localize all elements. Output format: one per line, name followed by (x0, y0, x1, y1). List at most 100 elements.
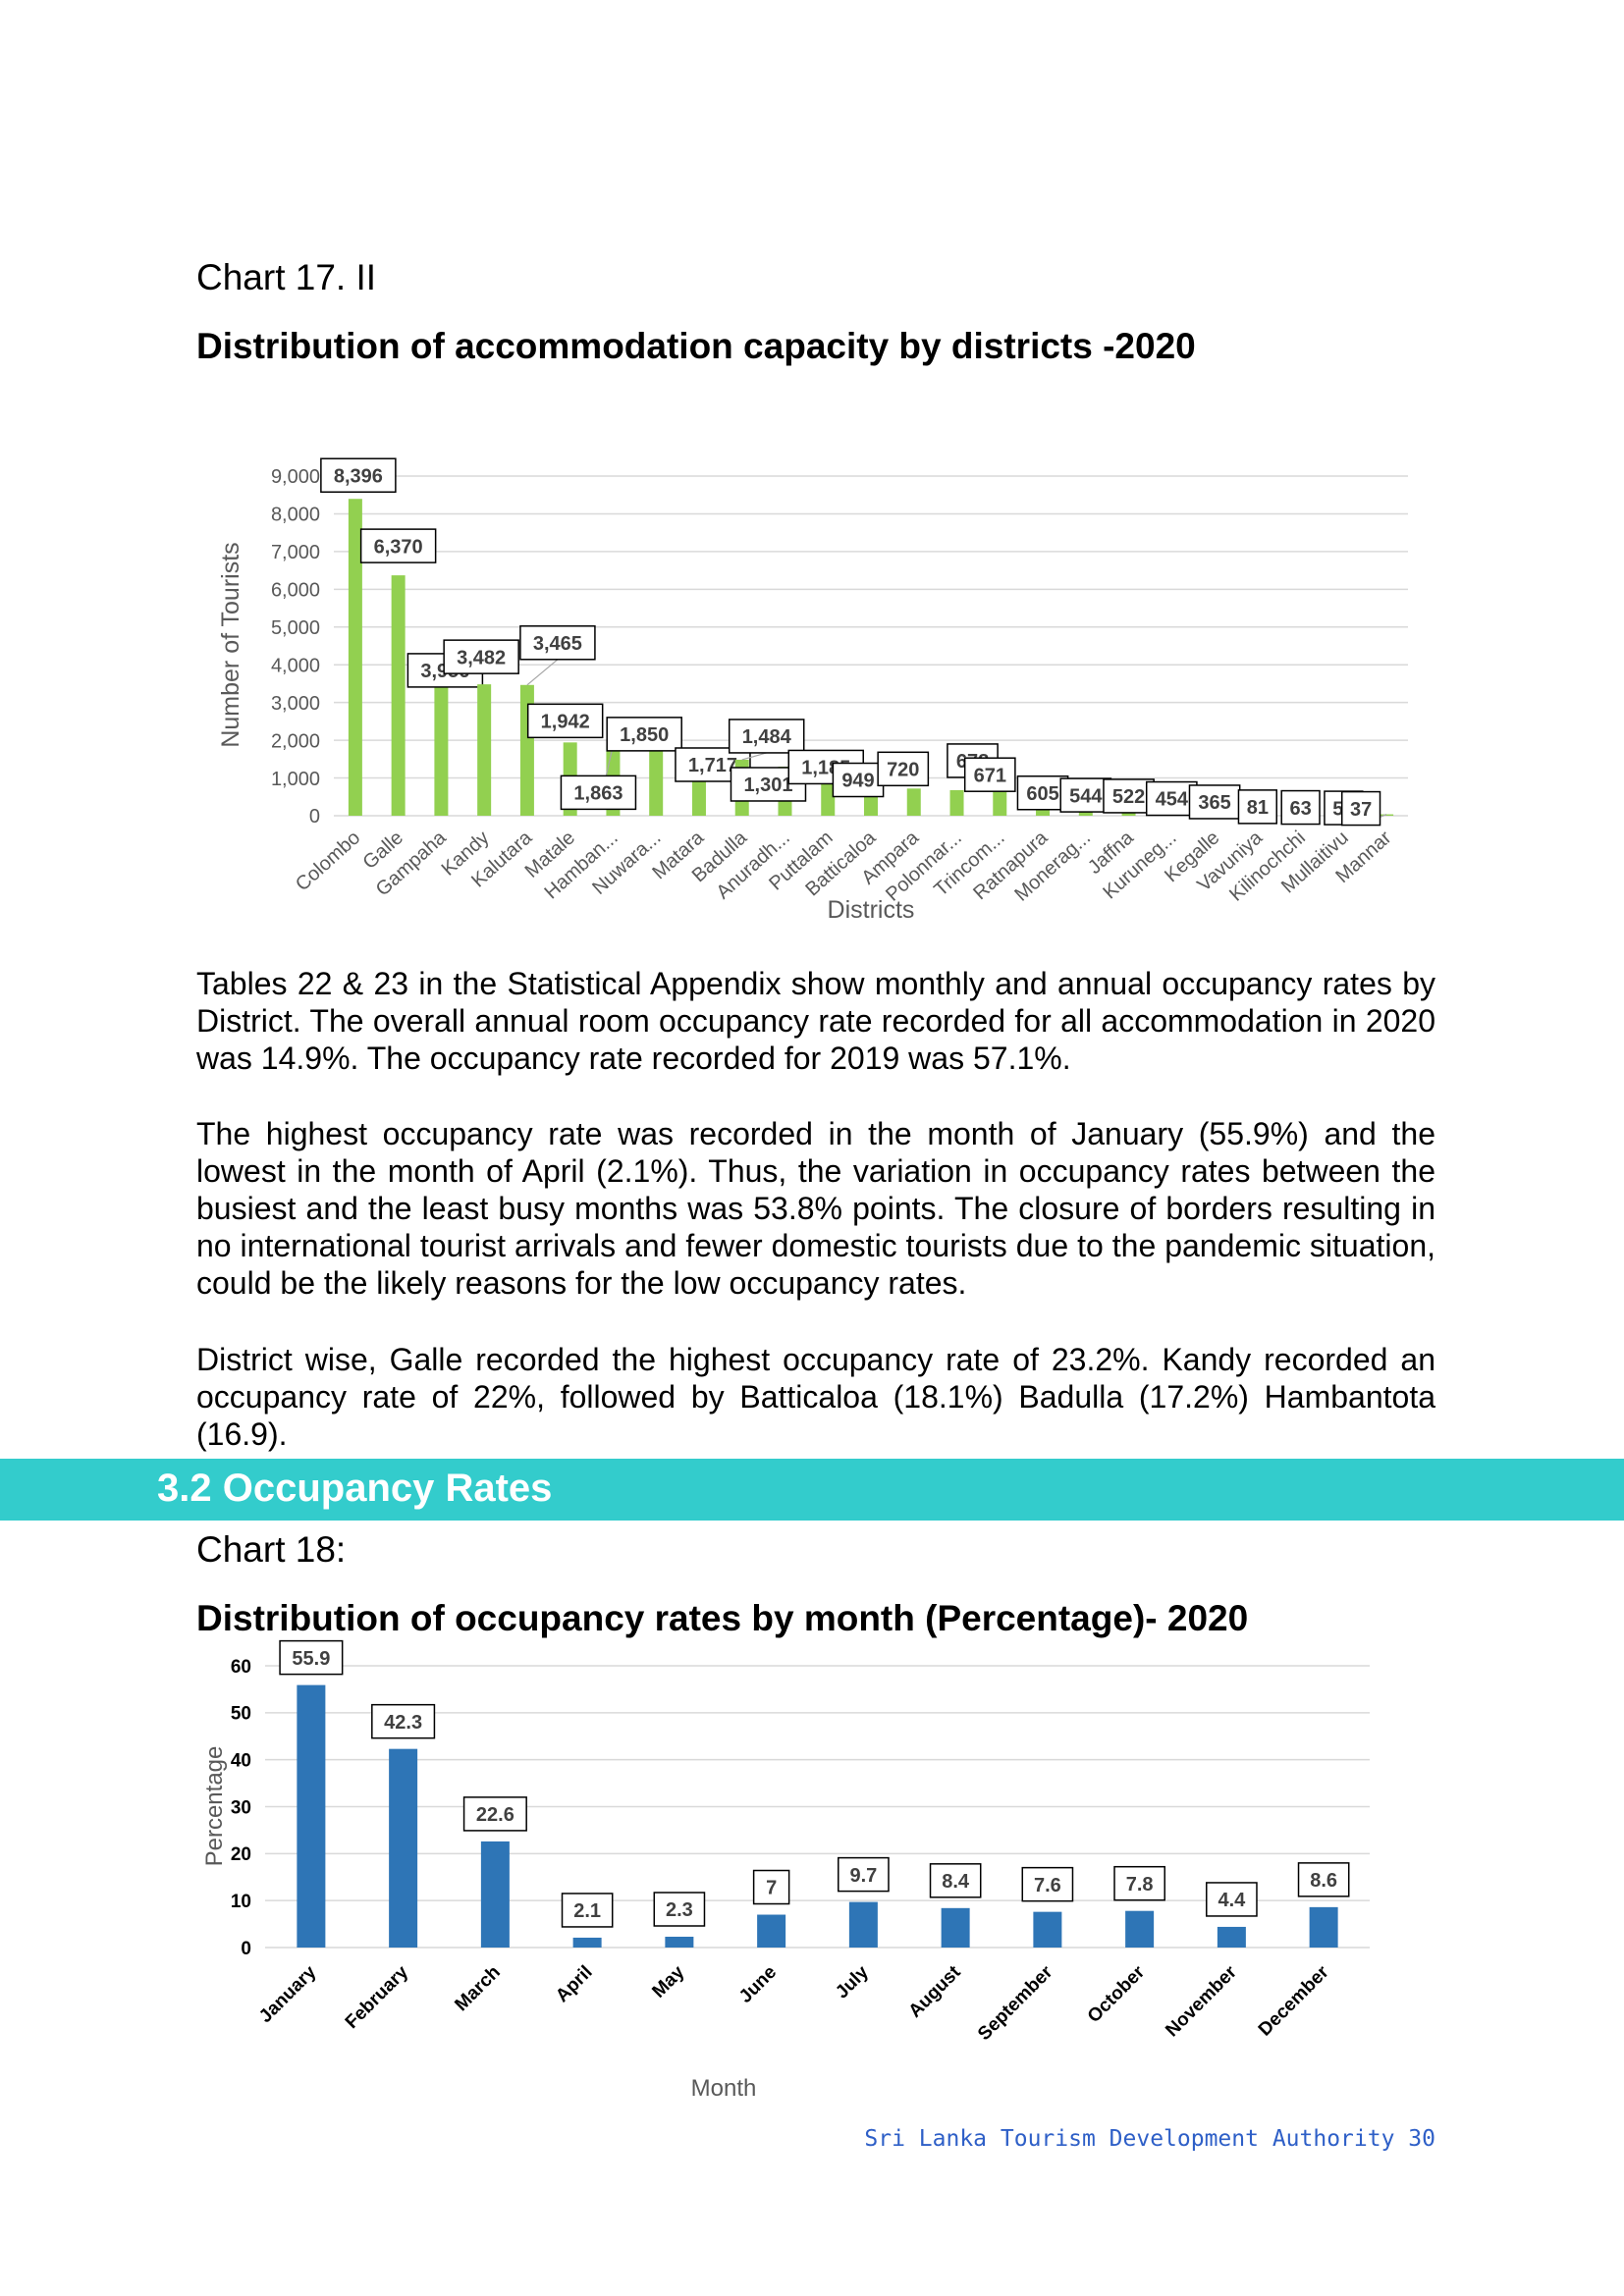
data-label-box (728, 719, 805, 754)
bar (389, 1748, 418, 1948)
bar (757, 1914, 786, 1948)
category-label: August (905, 1961, 966, 2022)
data-label: 1,942 (541, 712, 590, 733)
data-label-box (359, 528, 437, 563)
category-label: December (1255, 1961, 1333, 2040)
data-label: 3,482 (457, 647, 506, 668)
category-label: May (648, 1961, 688, 2002)
data-label-box (1059, 777, 1112, 813)
data-label-box (1237, 789, 1277, 825)
district-capacity-chart: 0 1,000 2,000 3,000 4,000 5,000 6,000 7,000 8,00… (217, 457, 1408, 924)
paragraph-occupancy-district: District wise, Galle recorded the highes… (196, 1342, 1435, 1452)
y-tick-label: 6,000 (271, 580, 320, 602)
bar (1309, 1906, 1338, 1948)
data-label: 8.6 (1310, 1870, 1337, 1892)
data-label-box (560, 774, 637, 811)
category-label: July (832, 1961, 873, 2002)
data-label: 1,850 (620, 724, 669, 746)
data-label-box (1016, 774, 1069, 811)
data-label: 544 (1069, 785, 1103, 807)
data-label-box (877, 751, 930, 787)
bar (391, 575, 406, 816)
data-label-box (1103, 778, 1155, 814)
chart-18-title: Distribution of occupancy rates by month… (196, 1598, 1249, 1638)
y-tick-label: 1,000 (271, 769, 320, 790)
bar (297, 1684, 326, 1948)
data-label: 1,484 (742, 726, 792, 748)
bar (1217, 1926, 1246, 1948)
data-label-box (1113, 1865, 1165, 1901)
category-label: October (1084, 1961, 1150, 2027)
y-axis-title: Percentage (201, 1746, 228, 1867)
data-label: 522 (1112, 786, 1145, 808)
data-label: 37 (1350, 799, 1372, 821)
data-label-box (1297, 1862, 1350, 1897)
data-label: 9.7 (849, 1865, 877, 1887)
data-label: 55.9 (292, 1648, 330, 1670)
data-label-box (653, 1892, 706, 1927)
data-label-box (1280, 789, 1321, 826)
data-label: 8.4 (942, 1871, 970, 1893)
data-label: 949 (841, 771, 874, 792)
footer-text: Sri Lanka Tourism Development Authority … (864, 2126, 1435, 2152)
data-label-box (606, 717, 682, 752)
section-heading: 3.2 Occupancy Rates (157, 1467, 553, 1510)
data-label: 42.3 (384, 1712, 422, 1734)
leader-line (741, 752, 767, 761)
bar (941, 1907, 970, 1948)
data-label-box (561, 1893, 614, 1928)
data-label: 671 (974, 765, 1006, 786)
category-label: April (552, 1962, 596, 2006)
data-label: 365 (1198, 792, 1230, 814)
chart-17-label: Chart 17. II (196, 257, 377, 297)
monthly-occupancy-chart: 0 10 20 30 40 50 60 55.9 January 42.3 February 22.6… (201, 1639, 1370, 2102)
data-label-box (963, 757, 1016, 792)
data-label-box (1340, 790, 1381, 827)
data-label-box (371, 1703, 436, 1739)
data-label: 605 (1026, 783, 1058, 805)
chart-17-title: Distribution of accommodation capacity b… (196, 326, 1196, 366)
bar (477, 684, 492, 816)
bar (1125, 1910, 1155, 1948)
data-label: 3,465 (533, 633, 582, 655)
data-label-box (1206, 1882, 1258, 1917)
bar (348, 499, 362, 816)
category-label: January (255, 1961, 321, 2027)
bar (434, 666, 449, 816)
data-label: 4.4 (1218, 1890, 1246, 1911)
category-label: February (342, 1961, 413, 2033)
category-label: March (451, 1962, 504, 2015)
category-label: June (735, 1962, 781, 2007)
y-tick-label: 20 (231, 1844, 251, 1865)
data-label-box (519, 625, 596, 661)
data-label: 1,301 (743, 774, 792, 796)
data-label: 7 (766, 1878, 777, 1899)
y-axis-title: Number of Tourists (217, 542, 244, 747)
category-label: September (974, 1961, 1057, 2045)
bar (649, 745, 664, 816)
bar (572, 1937, 602, 1948)
bar (480, 1841, 510, 1948)
data-label: 7.8 (1126, 1874, 1154, 1896)
chart-18-label: Chart 18: (196, 1529, 347, 1570)
data-label: 8,396 (334, 465, 383, 487)
category-label: November (1162, 1961, 1241, 2041)
data-label-box (526, 703, 604, 739)
data-label-box (838, 1856, 890, 1893)
y-tick-label: 3,000 (271, 693, 320, 715)
y-tick-label: 5,000 (271, 617, 320, 639)
data-label: 2.1 (573, 1900, 601, 1922)
data-label-box (1021, 1866, 1074, 1902)
bar (1033, 1911, 1062, 1948)
y-tick-label: 30 (231, 1797, 251, 1818)
x-axis-title: Month (691, 2075, 757, 2102)
section-heading-band: 3.2 Occupancy Rates (0, 1459, 1624, 1521)
leader-line (526, 659, 559, 686)
data-label-box (443, 639, 519, 674)
y-tick-label: 40 (231, 1751, 251, 1772)
y-tick-label: 2,000 (271, 730, 320, 752)
data-label-box (462, 1796, 527, 1832)
y-tick-label: 60 (231, 1657, 251, 1678)
data-label: 2.3 (666, 1899, 693, 1921)
data-label-box (320, 457, 397, 493)
